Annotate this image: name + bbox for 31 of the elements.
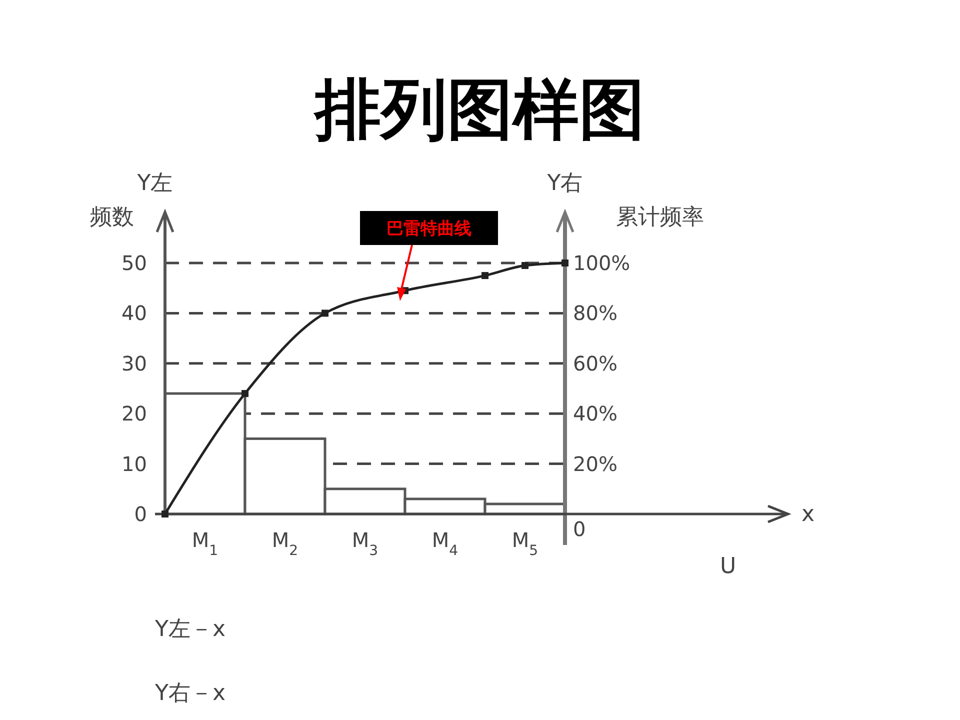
- text: Y右－x: [154, 681, 226, 706]
- text: U: [720, 554, 736, 579]
- y-tick-label: 40: [122, 301, 147, 326]
- text: Y左－x: [154, 617, 226, 642]
- point: [522, 262, 528, 270]
- x-tick-label: M$_{2}$: [272, 528, 298, 559]
- y2-tick-label: 100%: [573, 251, 630, 275]
- point: [242, 390, 248, 398]
- y2-tick-label: 0: [573, 517, 586, 541]
- point: [562, 260, 568, 266]
- y-tick-label: 30: [122, 351, 147, 376]
- x-tick-label: M$_{4}$: [432, 528, 458, 559]
- y-tick-label: 0: [134, 502, 147, 526]
- x-tick-label: M$_{3}$: [352, 528, 378, 559]
- y-tick-label: 20: [122, 402, 147, 426]
- y2-tick-label: 20%: [573, 452, 618, 476]
- y-tick-label: 10: [122, 452, 147, 476]
- x-tick-label: M$_{1}$: [192, 528, 218, 559]
- y2-tick-label: 60%: [573, 351, 618, 376]
- text: Y右累计频率: [547, 171, 704, 230]
- text: 巴雷特曲线: [386, 219, 472, 239]
- y-tick-label: 50: [122, 251, 147, 275]
- point: [162, 510, 168, 518]
- point: [482, 272, 488, 280]
- chart-title: 排列图样图: [313, 71, 645, 148]
- point: [322, 310, 328, 317]
- text: x: [801, 502, 815, 527]
- y2-tick-label: 80%: [573, 301, 618, 326]
- y2-tick-label: 40%: [573, 402, 618, 426]
- x-tick-label: M$_{5}$: [512, 528, 538, 559]
- y-axis-title: Y左频数: [90, 171, 173, 230]
